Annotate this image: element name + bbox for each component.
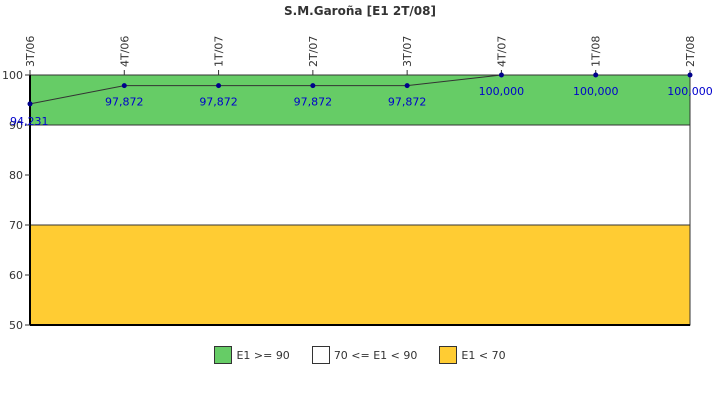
- x-tick-label: 1T/07: [213, 36, 226, 67]
- x-tick-label: 3T/07: [401, 36, 414, 67]
- legend-label: E1 < 70: [461, 348, 506, 362]
- x-tick-label: 1T/08: [590, 36, 603, 67]
- x-tick-label: 2T/07: [307, 36, 320, 67]
- band-1: [29, 124, 691, 226]
- data-point: [310, 83, 316, 89]
- legend-swatch: [439, 346, 458, 364]
- series-line: [29, 74, 690, 105]
- legend-swatch: [214, 346, 233, 364]
- data-point: [27, 101, 33, 107]
- legend-swatch: [311, 346, 330, 364]
- data-label: 100,000: [667, 85, 713, 98]
- y-tick-label: 90: [9, 119, 23, 132]
- y-axis: 50 60 70 80 90 100: [2, 69, 31, 332]
- data-point: [404, 83, 410, 89]
- threshold-bands: [29, 74, 691, 326]
- legend-label: 70 <= E1 < 90: [333, 348, 418, 362]
- band-0: [29, 74, 691, 126]
- y-tick-label: 50: [9, 319, 23, 332]
- data-label: 94,231: [10, 115, 49, 128]
- legend-item: 70 <= E1 < 90: [311, 346, 418, 364]
- data-point: [498, 72, 504, 78]
- data-label: 97,872: [199, 96, 238, 109]
- x-tick-label: 4T/06: [118, 36, 131, 67]
- data-label: 97,872: [388, 96, 427, 109]
- data-point: [121, 83, 127, 89]
- data-labels: 94,231 97,872 97,872 97,872 97,872 100,000 100…: [10, 85, 713, 128]
- y-tick-label: 100: [2, 69, 23, 82]
- x-tick-label: 2T/08: [684, 36, 697, 67]
- data-point: [216, 83, 222, 89]
- legend: E1 >= 90 70 <= E1 < 90 E1 < 70: [0, 344, 720, 366]
- y-tick-label: 80: [9, 169, 23, 182]
- x-axis: 3T/06 4T/06 1T/07 2T/07 3T/07 4T/07 1T/08 2T/08: [24, 36, 697, 326]
- legend-label: E1 >= 90: [236, 348, 290, 362]
- series-group: [27, 72, 693, 107]
- data-label: 100,000: [479, 85, 525, 98]
- x-tick-label: 4T/07: [495, 36, 508, 67]
- data-point: [687, 72, 693, 78]
- band-2: [29, 224, 691, 326]
- data-label: 97,872: [294, 96, 333, 109]
- y-tick-label: 70: [9, 219, 23, 232]
- legend-item: E1 >= 90: [214, 346, 290, 364]
- x-tick-label: 3T/06: [24, 36, 37, 67]
- chart-title: S.M.Garoña [E1 2T/08]: [284, 4, 436, 18]
- y-tick-label: 60: [9, 269, 23, 282]
- data-label: 97,872: [105, 96, 144, 109]
- data-label: 100,000: [573, 85, 619, 98]
- legend-item: E1 < 70: [439, 346, 506, 364]
- data-point: [593, 72, 599, 78]
